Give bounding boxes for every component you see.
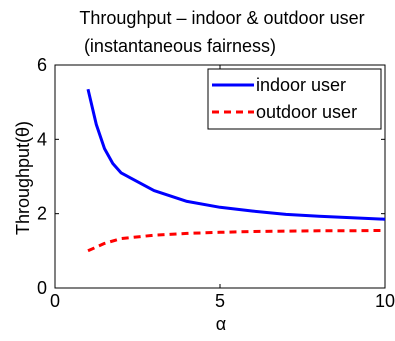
legend-label-0: indoor user: [256, 75, 346, 95]
legend-label-1: outdoor user: [256, 102, 357, 122]
x-tick-label-2: 10: [375, 291, 395, 311]
y-tick-label-0: 0: [37, 278, 47, 298]
x-axis-label: α: [216, 314, 226, 334]
chart-title-line-1: Throughput – indoor & outdoor user: [79, 8, 364, 28]
y-axis-label: Throughput(θ): [13, 121, 33, 235]
x-tick-label-0: 0: [50, 291, 60, 311]
series-line-0: [86, 88, 386, 221]
x-tick-label-1: 5: [215, 291, 225, 311]
legend-box: [207, 68, 382, 130]
plot-area: 0 5 10 0 2 4 6 indoor user outdoor user: [37, 55, 395, 311]
y-tick-label-2: 4: [37, 129, 47, 149]
series-line-1: [87, 228, 386, 253]
y-tick-label-1: 2: [37, 204, 47, 224]
y-tick-label-3: 6: [37, 55, 47, 75]
chart-title-line-2: (instantaneous fairness): [84, 36, 276, 56]
